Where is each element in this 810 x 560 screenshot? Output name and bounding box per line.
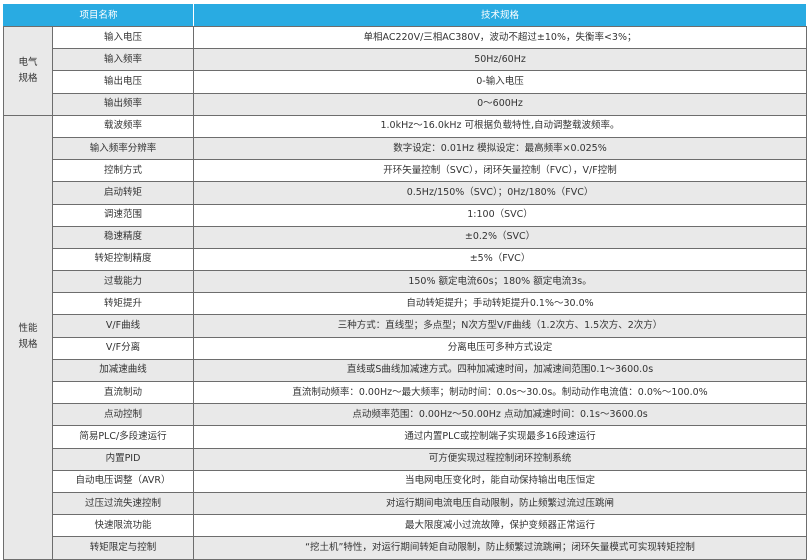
header-spec: 技术规格 — [193, 4, 808, 27]
item-name: 输入电压 — [51, 25, 195, 50]
item-name: 过压过流失速控制 — [51, 491, 195, 516]
table-row: 过载能力 150% 额定电流60s；180% 额定电流3s。 — [4, 270, 808, 294]
item-name: 输入频率分辨率 — [51, 136, 195, 161]
item-spec: 50Hz/60Hz — [193, 48, 808, 72]
table-row: 稳速精度 ±0.2%（SVC） — [4, 225, 808, 249]
item-name: 过载能力 — [51, 270, 195, 294]
table-row: V/F分离 分离电压可多种方式设定 — [4, 336, 808, 360]
group-label: 电气 规格 — [3, 26, 53, 116]
item-spec: 最大限度减小过流故障，保护变频器正常运行 — [193, 514, 808, 538]
item-name: 转矩提升 — [51, 292, 195, 316]
table-row: 快速限流功能 最大限度减小过流故障，保护变频器正常运行 — [4, 514, 808, 538]
table-row: V/F曲线 三种方式：直线型；多点型；N次方型V/F曲线（1.2次方、1.5次方、… — [4, 314, 808, 338]
item-spec: 自动转矩提升；手动转矩提升0.1%～30.0% — [193, 292, 808, 316]
group-label-line: 性能 — [18, 323, 38, 335]
item-spec: 0.5Hz/150%（SVC）；0Hz/180%（FVC） — [193, 181, 808, 205]
item-name: 启动转矩 — [51, 181, 195, 205]
table-row: 控制方式 开环矢量控制（SVC），闭环矢量控制（FVC），V/F控制 — [4, 159, 808, 183]
item-spec: 分离电压可多种方式设定 — [193, 336, 808, 360]
table-row: 内置PID 可方便实现过程控制闭环控制系统 — [4, 447, 808, 471]
table-row: 直流制动 直流制动频率：0.00Hz～最大频率；制动时间：0.0s～30.0s。制… — [4, 380, 808, 405]
item-name: 输出频率 — [51, 92, 195, 116]
table-header: 项目名称 技术规格 — [2, 4, 808, 27]
item-name: 直流制动 — [51, 380, 195, 405]
table-row: 简易PLC/多段速运行 通过内置PLC或控制端子实现最多16段速运行 — [4, 425, 808, 449]
item-name: 稳速精度 — [51, 225, 195, 249]
group-label-line: 电气 — [18, 56, 38, 68]
table-row: 转矩限定与控制 “挖土机”特性，对运行期间转矩自动限制，防止频繁过流跳闸；闭环矢量… — [4, 536, 808, 560]
item-spec: 通过内置PLC或控制端子实现最多16段速运行 — [193, 425, 808, 449]
item-spec: 当电网电压变化时，能自动保持输出电压恒定 — [193, 469, 808, 493]
item-name: 快速限流功能 — [51, 514, 195, 538]
item-name: 载波频率 — [51, 114, 195, 138]
table-row: 过压过流失速控制 对运行期间电流电压自动限制，防止频繁过流过压跳闸 — [4, 491, 808, 516]
item-name: 输入频率 — [51, 48, 195, 72]
item-name: 内置PID — [51, 447, 195, 471]
item-spec: 0～600Hz — [193, 92, 808, 116]
item-spec: 1.0kHz～16.0kHz 可根据负载特性,自动调整载波频率。 — [193, 114, 808, 138]
item-spec: 数字设定：0.01Hz 模拟设定：最高频率×0.025% — [193, 136, 808, 161]
item-name: V/F分离 — [51, 336, 195, 360]
group-label-line: 规格 — [18, 339, 38, 351]
header-item-name: 项目名称 — [2, 4, 195, 27]
item-spec: ±5%（FVC） — [193, 247, 808, 272]
table-row: 启动转矩 0.5Hz/150%（SVC）；0Hz/180%（FVC） — [4, 181, 808, 205]
table-row: 加减速曲线 直线或S曲线加减速方式。四种加减速时间，加减速间范围0.1～3600.… — [4, 358, 808, 383]
table-row: 性能 规格 载波频率 1.0kHz～16.0kHz 可根据负载特性,自动调整载波频率。 — [3, 114, 808, 560]
item-spec: 0-输入电压 — [193, 70, 808, 94]
item-name: 简易PLC/多段速运行 — [51, 425, 195, 449]
spec-table: 项目名称 技术规格 电气 规格 输入电压 单相AC220V/三相AC380V，波动不超… — [2, 4, 808, 560]
item-name: 转矩限定与控制 — [51, 536, 195, 560]
item-name: 转矩控制精度 — [51, 247, 195, 272]
table-row: 电气 规格 输入电压 单相AC220V/三相AC380V，波动不超过±10%，失衡率<… — [3, 25, 808, 116]
table-row: 转矩提升 自动转矩提升；手动转矩提升0.1%～30.0% — [4, 292, 808, 316]
item-name: 输出电压 — [51, 70, 195, 94]
item-spec: 单相AC220V/三相AC380V，波动不超过±10%，失衡率<3%； — [193, 25, 808, 50]
item-name: 调速范围 — [51, 203, 195, 227]
table-row: 输入频率 50Hz/60Hz — [4, 48, 808, 72]
item-spec: 点动频率范围：0.00Hz～50.00Hz 点动加减速时间：0.1s～3600.… — [193, 403, 808, 427]
item-spec: 150% 额定电流60s；180% 额定电流3s。 — [193, 270, 808, 294]
item-spec: 三种方式：直线型；多点型；N次方型V/F曲线（1.2次方、1.5次方、2次方） — [193, 314, 808, 338]
item-spec: 直线或S曲线加减速方式。四种加减速时间，加减速间范围0.1～3600.0s — [193, 358, 808, 383]
table-row: 调速范围 1:100（SVC） — [4, 203, 808, 227]
item-spec: 直流制动频率：0.00Hz～最大频率；制动时间：0.0s～30.0s。制动动作电… — [193, 380, 808, 405]
item-spec: ±0.2%（SVC） — [193, 225, 808, 249]
table-row: 输入频率分辨率 数字设定：0.01Hz 模拟设定：最高频率×0.025% — [4, 136, 808, 161]
item-spec: 对运行期间电流电压自动限制，防止频繁过流过压跳闸 — [193, 491, 808, 516]
item-name: V/F曲线 — [51, 314, 195, 338]
group-label: 性能 规格 — [3, 114, 53, 560]
table-row: 输出电压 0-输入电压 — [4, 70, 808, 94]
table-row: 输出频率 0～600Hz — [4, 92, 808, 116]
item-name: 自动电压调整（AVR） — [51, 469, 195, 493]
item-name: 点动控制 — [51, 403, 195, 427]
item-spec: 开环矢量控制（SVC），闭环矢量控制（FVC），V/F控制 — [193, 159, 808, 183]
group-label-line: 规格 — [18, 72, 38, 84]
table-row: 点动控制 点动频率范围：0.00Hz～50.00Hz 点动加减速时间：0.1s～3… — [4, 403, 808, 427]
item-spec: 可方便实现过程控制闭环控制系统 — [193, 447, 808, 471]
item-spec: 1:100（SVC） — [193, 203, 808, 227]
item-name: 加减速曲线 — [51, 358, 195, 383]
item-spec: “挖土机”特性，对运行期间转矩自动限制，防止频繁过流跳闸；闭环矢量模式可实现转矩… — [193, 536, 808, 560]
table-row: 转矩控制精度 ±5%（FVC） — [4, 247, 808, 272]
table-row: 自动电压调整（AVR） 当电网电压变化时，能自动保持输出电压恒定 — [4, 469, 808, 493]
item-name: 控制方式 — [51, 159, 195, 183]
